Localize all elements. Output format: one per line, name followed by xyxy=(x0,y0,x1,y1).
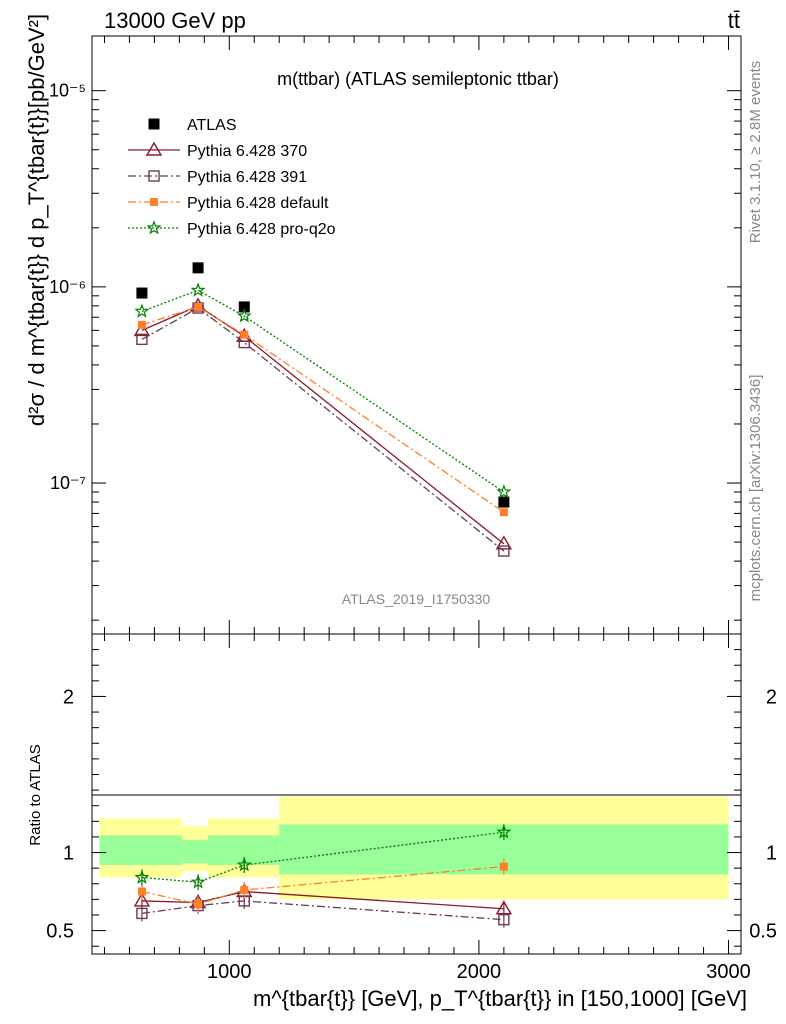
x-axis-label: m^{tbar{t}} [GeV], p_T^{tbar{t}} in [150… xyxy=(253,986,747,1011)
legend-label: Pythia 6.428 default xyxy=(187,195,329,212)
ratio-line xyxy=(141,900,504,921)
series-2 xyxy=(136,302,510,557)
ratio-y-tick-label: 0.5 xyxy=(46,921,74,943)
y-tick-label: 10⁻⁷ xyxy=(50,473,86,493)
chart-title: m(ttbar) (ATLAS semileptonic ttbar) xyxy=(277,69,559,89)
ratio-point xyxy=(240,886,249,894)
ratio-point xyxy=(498,913,510,926)
series-line xyxy=(141,306,505,513)
ratio-line xyxy=(141,865,504,905)
ratio-y-tick-label: 2 xyxy=(63,686,74,708)
y-tick-label: 10⁻⁵ xyxy=(49,81,86,101)
legend-marker xyxy=(145,141,163,156)
legend-label: ATLAS xyxy=(187,117,237,134)
ratio-point xyxy=(134,869,150,884)
legend-marker xyxy=(150,198,158,206)
ratio-band-inner xyxy=(99,835,182,866)
x-tick-label: 3000 xyxy=(706,961,751,983)
ratio-y-tick-label: 1 xyxy=(63,843,74,865)
data-point xyxy=(498,496,510,508)
ratio-series-3 xyxy=(134,824,512,891)
series-0 xyxy=(136,262,510,508)
data-point xyxy=(133,321,151,337)
data-point xyxy=(499,508,508,517)
ratio-y-tick-label-right: 0.5 xyxy=(749,921,777,943)
data-point xyxy=(238,301,250,313)
ratio-point xyxy=(136,907,148,920)
ratio-point xyxy=(236,857,252,872)
x-tick-label: 2000 xyxy=(457,961,502,983)
series-line xyxy=(141,289,505,493)
legend-label: Pythia 6.428 pro-q2o xyxy=(187,221,336,238)
rivet-info: Rivet 3.1.10, ≥ 2.8M events xyxy=(747,61,764,244)
data-point xyxy=(136,333,148,346)
data-point xyxy=(134,303,150,318)
legend-marker xyxy=(148,170,160,182)
ratio-point xyxy=(190,874,206,889)
legend: ATLAS Pythia 6.428 370 Pythia 6.428 391 Pyt… xyxy=(128,117,336,238)
ratio-point xyxy=(496,824,512,839)
series-4 xyxy=(134,282,512,499)
ratio-y-tick-label-right: 1 xyxy=(766,843,777,865)
data-point xyxy=(240,330,249,339)
legend-marker xyxy=(148,118,160,130)
legend-label: Pythia 6.428 391 xyxy=(187,169,307,186)
mcplots-info: mcplots.cern.ch [arXiv:1306.3436] xyxy=(747,375,764,602)
ratio-plot-frame xyxy=(91,633,742,955)
legend-marker xyxy=(146,220,162,235)
data-point xyxy=(495,535,513,550)
ratio-point xyxy=(137,887,146,896)
data-point xyxy=(190,282,206,297)
data-point xyxy=(236,308,252,323)
header-left: 13000 GeV pp xyxy=(104,8,246,33)
data-point xyxy=(136,287,148,299)
ratio-point xyxy=(194,900,203,909)
ratio-point xyxy=(499,862,508,871)
x-tick-label: 1000 xyxy=(207,961,252,983)
analysis-watermark: ATLAS_2019_I1750330 xyxy=(342,591,491,607)
legend-label: Pythia 6.428 370 xyxy=(187,143,307,160)
data-point xyxy=(498,545,510,557)
ratio-series-2 xyxy=(137,858,508,913)
data-point xyxy=(192,262,204,274)
series-line xyxy=(141,307,505,552)
ratio-y-tick-label-right: 2 xyxy=(766,686,777,708)
main-y-axis-label: d²σ / d m^{tbar{t}} d p_T^{tbar{t}}[pb/G… xyxy=(24,14,49,426)
data-point xyxy=(137,320,146,329)
header-right: tt̄ xyxy=(728,8,740,33)
ratio-y-axis-label: Ratio to ATLAS xyxy=(27,744,44,845)
y-tick-label: 10⁻⁶ xyxy=(49,277,86,297)
data-point xyxy=(194,302,203,311)
data-point xyxy=(496,484,512,499)
ratio-line xyxy=(141,831,504,883)
ratio-band-inner xyxy=(181,840,209,864)
series-3 xyxy=(137,302,508,517)
